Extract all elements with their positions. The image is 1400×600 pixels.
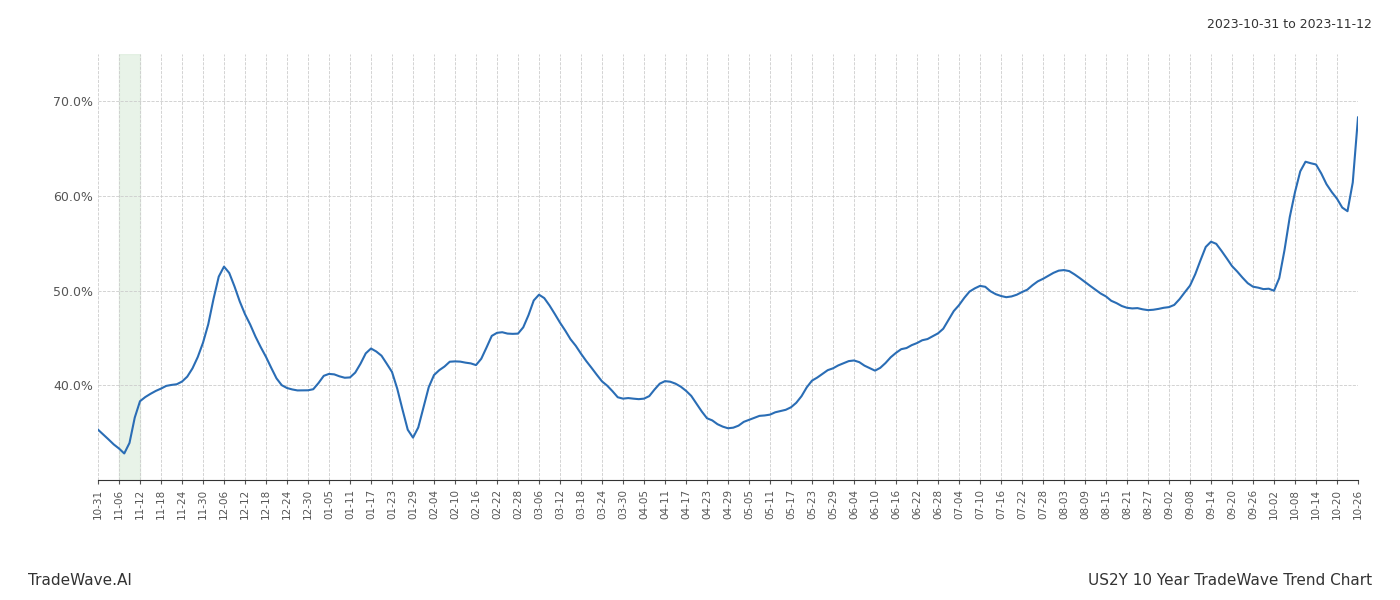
Text: TradeWave.AI: TradeWave.AI [28, 573, 132, 588]
Text: US2Y 10 Year TradeWave Trend Chart: US2Y 10 Year TradeWave Trend Chart [1088, 573, 1372, 588]
Bar [119, 54, 140, 480]
Text: 2023-10-31 to 2023-11-12: 2023-10-31 to 2023-11-12 [1207, 18, 1372, 31]
